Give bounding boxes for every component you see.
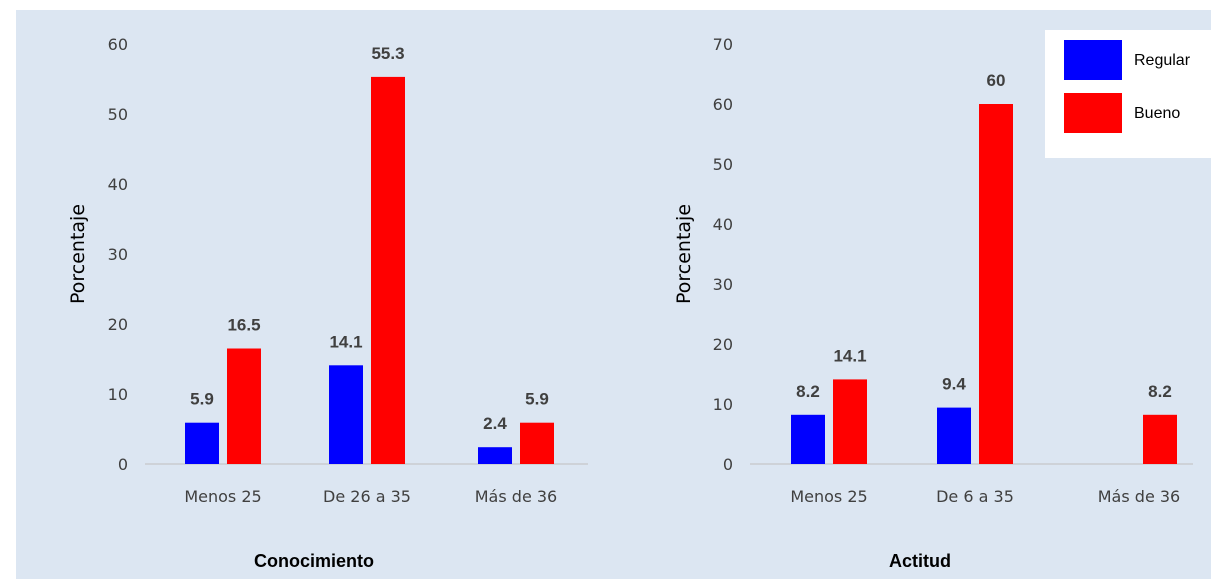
legend-label: Bueno bbox=[1134, 105, 1180, 122]
y-tick-label: 50 bbox=[713, 155, 733, 174]
y-tick-label: 10 bbox=[713, 395, 733, 414]
x-tick-label: Más de 36 bbox=[1098, 487, 1180, 506]
x-tick-label: Menos 25 bbox=[790, 487, 867, 506]
bar-regular bbox=[478, 447, 512, 464]
bar-bueno bbox=[520, 422, 554, 464]
data-label: 14.1 bbox=[833, 346, 866, 365]
data-label: 9.4 bbox=[942, 375, 966, 394]
x-tick-label: Menos 25 bbox=[184, 487, 261, 506]
chart-title: Conocimiento bbox=[254, 551, 374, 571]
data-label: 8.2 bbox=[1148, 382, 1172, 401]
data-label: 60 bbox=[987, 71, 1006, 90]
y-tick-label: 70 bbox=[713, 35, 733, 54]
bar-bueno bbox=[371, 76, 405, 465]
y-tick-label: 40 bbox=[108, 175, 128, 194]
y-tick-label: 30 bbox=[108, 245, 128, 264]
data-label: 14.1 bbox=[329, 332, 362, 351]
y-tick-label: 40 bbox=[713, 215, 733, 234]
bar-bueno bbox=[227, 348, 261, 464]
legend-label: Regular bbox=[1134, 52, 1191, 69]
data-label: 16.5 bbox=[227, 316, 260, 335]
y-axis-label: Porcentaje bbox=[673, 204, 695, 304]
chart-title: Actitud bbox=[889, 551, 951, 571]
bar-regular bbox=[185, 422, 219, 464]
y-tick-label: 50 bbox=[108, 105, 128, 124]
bar-regular bbox=[329, 365, 363, 464]
bar-regular bbox=[937, 407, 971, 464]
y-tick-label: 10 bbox=[108, 385, 128, 404]
y-tick-label: 20 bbox=[713, 335, 733, 354]
y-tick-label: 30 bbox=[713, 275, 733, 294]
bar-bueno bbox=[979, 104, 1013, 464]
data-label: 5.9 bbox=[525, 390, 549, 409]
y-tick-label: 20 bbox=[108, 315, 128, 334]
legend-swatch-regular bbox=[1064, 40, 1122, 80]
x-tick-label: Más de 36 bbox=[475, 487, 557, 506]
bar-bueno bbox=[1143, 414, 1177, 464]
data-label: 55.3 bbox=[371, 44, 404, 63]
data-label: 8.2 bbox=[796, 382, 820, 401]
y-tick-label: 60 bbox=[108, 35, 128, 54]
y-tick-label: 0 bbox=[118, 455, 128, 474]
bar-regular bbox=[791, 414, 825, 464]
data-label: 5.9 bbox=[190, 390, 214, 409]
x-tick-label: De 6 a 35 bbox=[936, 487, 1014, 506]
legend-swatch-bueno bbox=[1064, 93, 1122, 133]
bar-bueno bbox=[833, 379, 867, 464]
data-label: 2.4 bbox=[483, 414, 507, 433]
x-tick-label: De 26 a 35 bbox=[323, 487, 411, 506]
y-tick-label: 60 bbox=[713, 95, 733, 114]
y-tick-label: 0 bbox=[723, 455, 733, 474]
y-axis-label: Porcentaje bbox=[67, 204, 89, 304]
